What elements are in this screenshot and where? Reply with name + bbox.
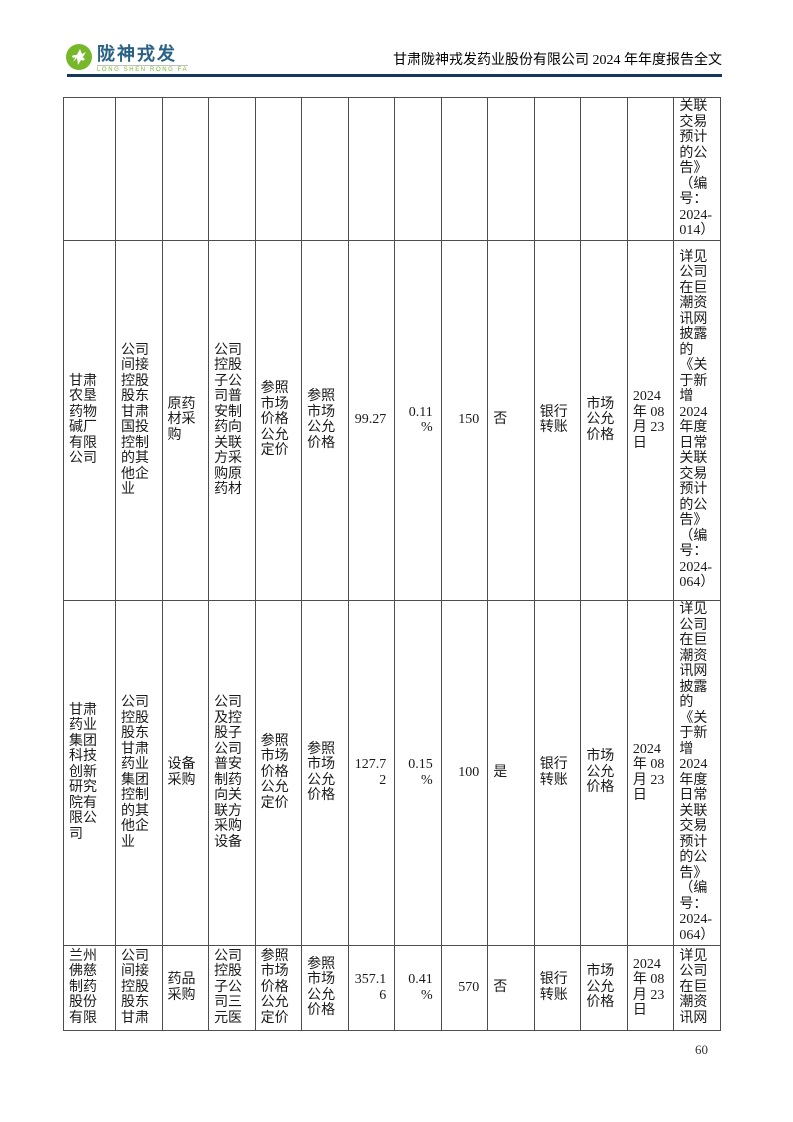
table-cell: 详见公司在巨潮资讯网披露的《关于新增2024年度日常关联交易预计的公告》（编号：…	[673, 599, 721, 946]
table-cell: 参照市场价格公允定价	[254, 944, 303, 1031]
table-cell: 详见公司在巨潮资讯网	[673, 944, 721, 1031]
table-cell: 99.27	[347, 239, 396, 601]
table-cell: 详见公司在巨潮资讯网披露的《关于新增2024年度日常关联交易预计的公告》（编号：…	[673, 239, 721, 601]
table-cell: 2024 年 08 月 23 日	[626, 239, 675, 601]
table-cell	[347, 97, 396, 241]
related-transactions-table: 关联交易预计的公告》（编号：2024-014） 甘肃农垦药物碱厂有限公司 公司间接控…	[63, 97, 721, 1031]
table-cell	[533, 97, 582, 241]
table-cell: 否	[487, 239, 535, 601]
table-cell: 参照市场公允价格	[301, 944, 349, 1031]
table-cell: 参照市场公允价格	[301, 599, 349, 946]
table-cell: 银行转账	[533, 944, 582, 1031]
table-cell: 127.72	[347, 599, 396, 946]
table-cell: 公司控股股东甘肃药业集团控制的其他企业	[115, 599, 163, 946]
table-cell: 公司及控股子公司普安制药向关联方采购设备	[208, 599, 256, 946]
report-title: 甘肃陇神戎发药业股份有限公司 2024 年年度报告全文	[393, 53, 722, 68]
table-cell: 参照市场公允价格	[301, 239, 349, 601]
table-cell	[208, 97, 256, 241]
table-cell	[394, 97, 442, 241]
table-cell: 甘肃药业集团科技创新研究院有限公司	[63, 599, 116, 946]
table-cell: 0.15%	[394, 599, 442, 946]
table-cell	[254, 97, 303, 241]
table-cell: 570	[440, 944, 489, 1031]
table-cell: 公司控股子公司三元医	[208, 944, 256, 1031]
company-logo: 陇神戎发 LONG SHEN RONG FA	[66, 44, 189, 73]
table-cell	[487, 97, 535, 241]
table-cell: 银行转账	[533, 599, 582, 946]
table-cell	[580, 97, 628, 241]
table-cell: 公司控股子公司普安制药向关联方采购原药材	[208, 239, 256, 601]
table-row: 关联交易预计的公告》（编号：2024-014）	[63, 97, 721, 241]
table-cell: 150	[440, 239, 489, 601]
table-cell	[301, 97, 349, 241]
table-cell: 市场公允价格	[580, 239, 628, 601]
table-row: 甘肃农垦药物碱厂有限公司 公司间接控股股东甘肃国投控制的其他企业 原药材采购 公司控股…	[63, 239, 721, 601]
table-cell: 是	[487, 599, 535, 946]
table-row: 甘肃药业集团科技创新研究院有限公司 公司控股股东甘肃药业集团控制的其他企业 设备采购…	[63, 599, 721, 946]
table-cell	[626, 97, 675, 241]
table-cell: 设备采购	[161, 599, 210, 946]
table-cell: 公司间接控股股东甘肃	[115, 944, 163, 1031]
report-table-body: 关联交易预计的公告》（编号：2024-014） 甘肃农垦药物碱厂有限公司 公司间接控…	[63, 97, 721, 1031]
table-cell: 兰州佛慈制药股份有限	[63, 944, 116, 1031]
page-number: 60	[695, 1042, 708, 1057]
table-cell: 市场公允价格	[580, 944, 628, 1031]
table-cell: 否	[487, 944, 535, 1031]
table-cell: 0.11%	[394, 239, 442, 601]
table-cell	[440, 97, 489, 241]
table-cell: 2024 年 08 月 23 日	[626, 599, 675, 946]
table-cell: 100	[440, 599, 489, 946]
logo-icon	[66, 44, 92, 70]
brand-name-en: LONG SHEN RONG FA	[97, 65, 189, 73]
table-cell: 公司间接控股股东甘肃国投控制的其他企业	[115, 239, 163, 601]
table-cell: 参照市场价格公允定价	[254, 239, 303, 601]
table-cell: 0.41%	[394, 944, 442, 1031]
table-cell: 药品采购	[161, 944, 210, 1031]
table-cell	[115, 97, 163, 241]
table-cell	[63, 97, 116, 241]
table-cell: 关联交易预计的公告》（编号：2024-014）	[673, 97, 721, 241]
table-cell	[161, 97, 210, 241]
table-cell: 参照市场价格公允定价	[254, 599, 303, 946]
table-cell: 市场公允价格	[580, 599, 628, 946]
table-cell: 357.16	[347, 944, 396, 1031]
table-cell: 2024 年 08 月 23 日	[626, 944, 675, 1031]
brand-name-cn: 陇神戎发	[97, 44, 177, 64]
table-cell: 原药材采购	[161, 239, 210, 601]
table-cell: 银行转账	[533, 239, 582, 601]
table-cell: 甘肃农垦药物碱厂有限公司	[63, 239, 116, 601]
header-divider	[67, 74, 722, 77]
table-row: 兰州佛慈制药股份有限 公司间接控股股东甘肃 药品采购 公司控股子公司三元医 参照市场价格…	[63, 944, 721, 1031]
